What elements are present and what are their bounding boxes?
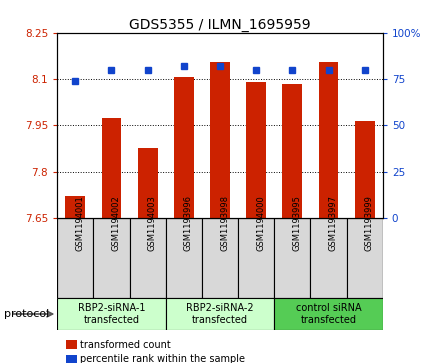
Bar xyxy=(210,62,230,218)
Bar xyxy=(246,82,266,218)
Text: GSM1194000: GSM1194000 xyxy=(256,196,265,251)
Text: GSM1193999: GSM1193999 xyxy=(365,195,374,251)
Text: GSM1194001: GSM1194001 xyxy=(75,196,84,251)
Text: percentile rank within the sample: percentile rank within the sample xyxy=(80,354,245,363)
Bar xyxy=(102,118,121,218)
Text: transformed count: transformed count xyxy=(80,340,171,350)
Text: protocol: protocol xyxy=(4,309,50,319)
Bar xyxy=(166,298,274,330)
Bar xyxy=(202,218,238,298)
Bar xyxy=(57,298,166,330)
Bar xyxy=(93,218,129,298)
Text: GSM1193995: GSM1193995 xyxy=(292,195,301,251)
Bar xyxy=(311,218,347,298)
Bar xyxy=(138,148,158,218)
Text: GSM1193997: GSM1193997 xyxy=(329,195,337,252)
Text: GSM1193998: GSM1193998 xyxy=(220,195,229,252)
Bar xyxy=(274,298,383,330)
Text: control siRNA
transfected: control siRNA transfected xyxy=(296,303,361,325)
Text: GSM1194003: GSM1194003 xyxy=(148,195,157,251)
Bar xyxy=(274,218,311,298)
Bar xyxy=(57,218,93,298)
Bar xyxy=(166,218,202,298)
Bar xyxy=(319,62,338,218)
Text: GDS5355 / ILMN_1695959: GDS5355 / ILMN_1695959 xyxy=(129,18,311,32)
Bar xyxy=(347,218,383,298)
Bar xyxy=(238,218,274,298)
Text: RBP2-siRNA-1
transfected: RBP2-siRNA-1 transfected xyxy=(78,303,145,325)
Bar xyxy=(355,121,375,218)
Bar xyxy=(282,83,302,218)
Text: RBP2-siRNA-2
transfected: RBP2-siRNA-2 transfected xyxy=(186,303,254,325)
Text: GSM1193996: GSM1193996 xyxy=(184,195,193,252)
Text: GSM1194002: GSM1194002 xyxy=(111,196,121,251)
Bar xyxy=(129,218,166,298)
Bar xyxy=(174,77,194,218)
Bar xyxy=(66,196,85,218)
